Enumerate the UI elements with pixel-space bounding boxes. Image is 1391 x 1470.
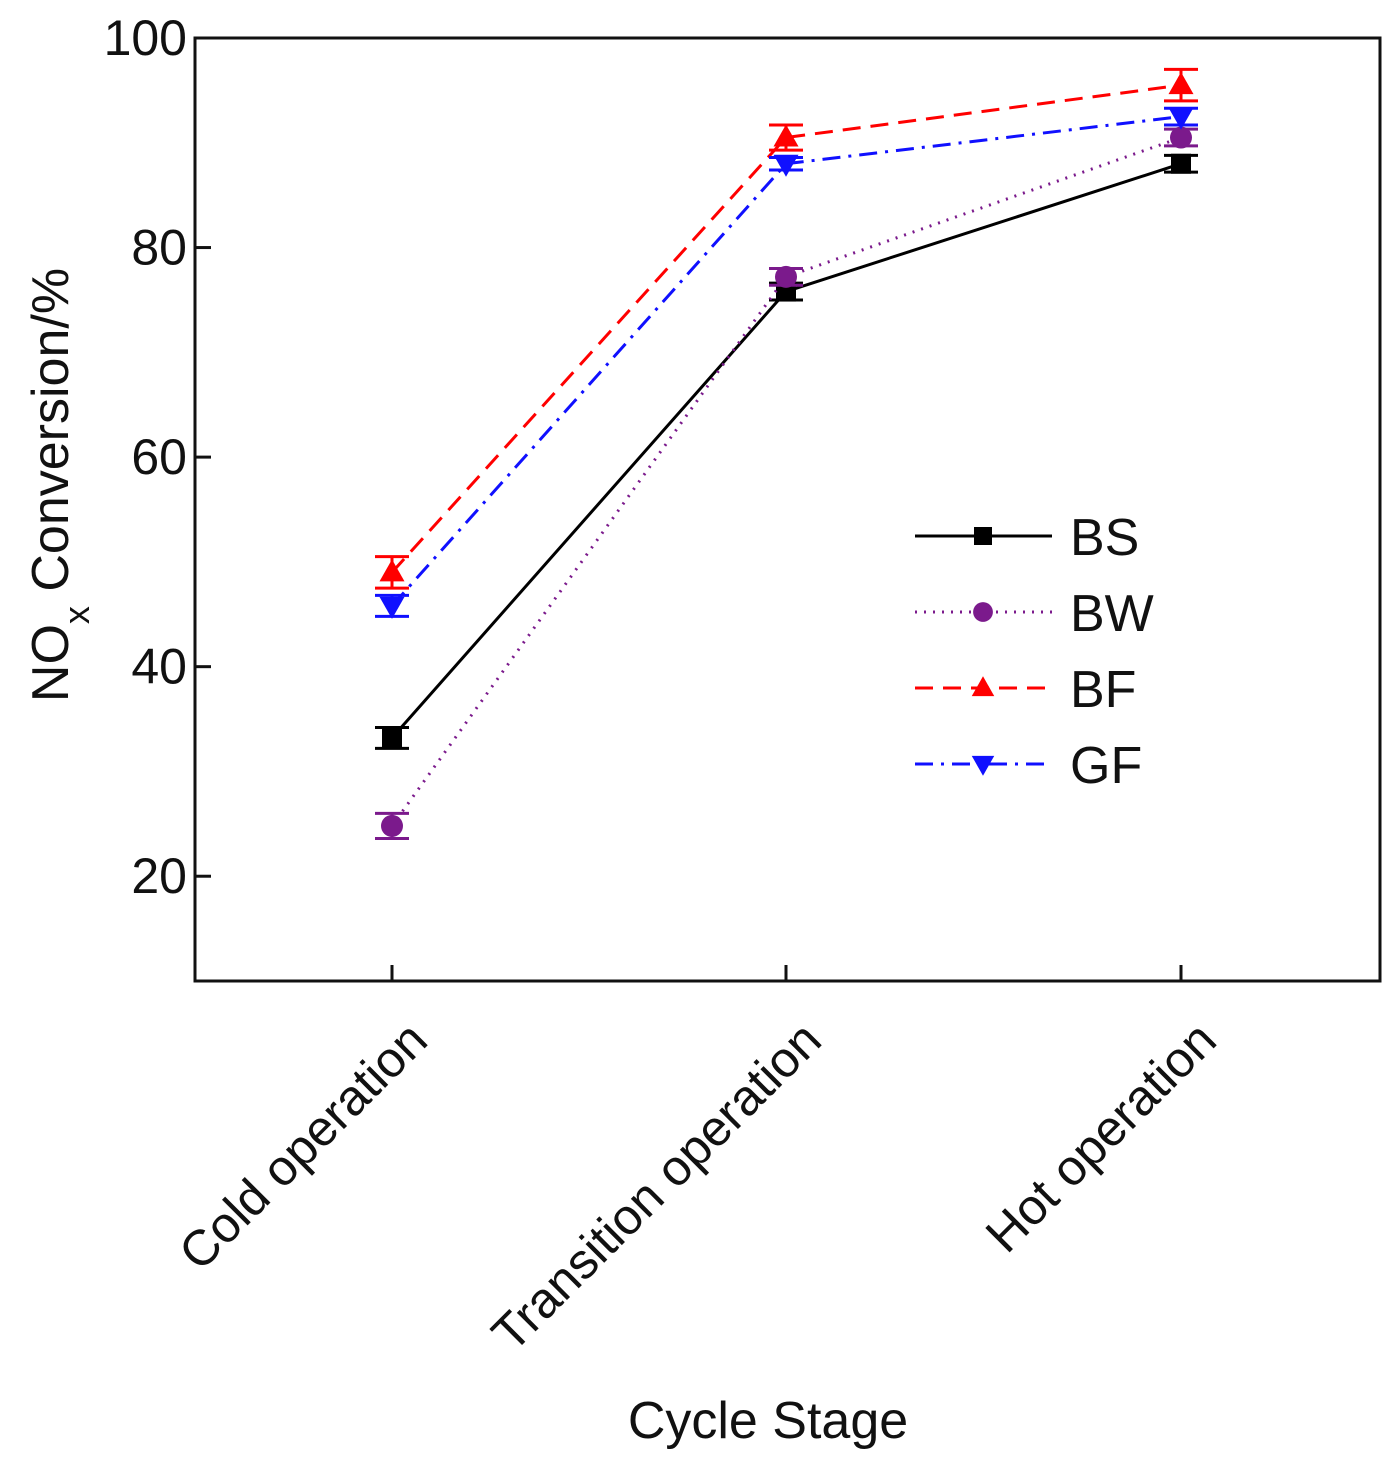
y-tick-label-20: 20 [131,848,187,904]
x-tick-label-2: Hot operation [975,1011,1227,1263]
legend-marker-GF [971,755,995,776]
point-BW-0 [381,814,403,837]
legend-marker-BF [971,676,995,697]
point-BS-2 [1171,153,1191,174]
y-tick-label-60: 60 [131,429,187,485]
series-BS [375,153,1198,750]
legend-marker-BS [974,527,992,545]
y-tick-label-100: 100 [104,10,187,66]
point-BW-1 [775,265,797,288]
legend-label-BF: BF [1070,661,1136,719]
series-line-GF [390,115,1182,607]
x-tick-label-0: Cold operation [168,1011,438,1281]
x-tick-label-1: Transition operation [481,1011,832,1362]
point-BF-2 [1168,72,1194,95]
y-tick-label-80: 80 [131,220,187,276]
y-tick-label-40: 40 [131,639,187,695]
legend-label-BS: BS [1070,509,1139,567]
series-line-BW [390,136,1182,827]
legend-label-BW: BW [1070,585,1154,643]
legend-marker-BW [973,602,993,622]
point-BS-0 [382,727,402,748]
point-GF-0 [379,596,405,619]
series-BF [375,67,1198,590]
series-line-BF [390,83,1182,574]
y-axis-title: NOx Conversion/% [22,268,97,702]
series-GF [375,106,1198,619]
point-BF-1 [773,124,799,147]
plot-frame [193,36,1382,983]
x-axis-title: Cycle Stage [628,1392,908,1450]
legend-label-GF: GF [1070,737,1142,795]
point-BF-0 [379,559,405,582]
series-line-BS [390,162,1182,739]
series-BW [375,126,1198,841]
point-GF-2 [1168,107,1194,130]
point-GF-1 [773,154,799,177]
point-BW-2 [1170,126,1192,149]
